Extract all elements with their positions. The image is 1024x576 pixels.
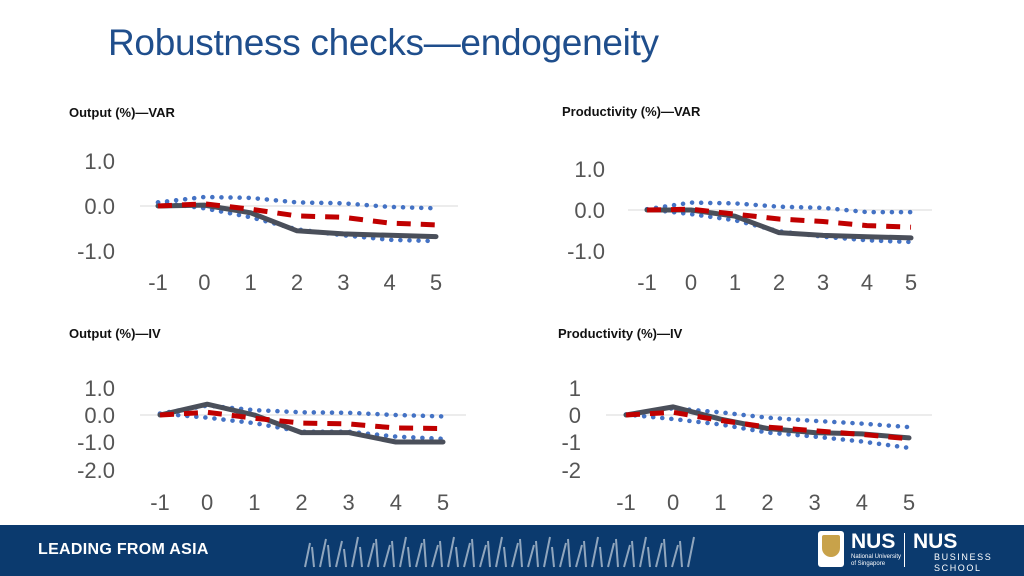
y-tick-label: -1.0 — [77, 239, 115, 264]
x-tick-label: 2 — [773, 270, 785, 295]
series-line-dashed-1 — [625, 409, 910, 442]
chart-title-output-iv: Output (%)—IV — [69, 326, 161, 341]
chart-1: 1.0 0.0 -1.0 -1 0 1 2 3 4 5 — [567, 157, 932, 295]
x-tick-label: 2 — [295, 490, 307, 515]
x-tick-label: 4 — [856, 490, 868, 515]
x-tick-label: 3 — [337, 270, 349, 295]
logo-separator — [904, 533, 905, 567]
x-tick-label: 5 — [430, 270, 442, 295]
x-tick-label: 5 — [437, 490, 449, 515]
x-tick-label: 5 — [903, 490, 915, 515]
page-title: Robustness checks—endogeneity — [108, 22, 659, 63]
x-tick-label: 4 — [390, 490, 402, 515]
x-tick-label: 1 — [729, 270, 741, 295]
y-tick-label: 0.0 — [84, 194, 115, 219]
x-tick-label: -1 — [150, 490, 170, 515]
x-tick-label: 5 — [905, 270, 917, 295]
x-tick-label: 4 — [861, 270, 873, 295]
x-tick-label: 1 — [714, 490, 726, 515]
x-tick-label: 2 — [761, 490, 773, 515]
series-line-solid-0 — [623, 404, 912, 441]
nus-logo-subtext-2: of Singapore — [851, 561, 886, 567]
series-line-dashed-1 — [646, 206, 912, 230]
x-tick-label: 0 — [201, 490, 213, 515]
x-tick-label: 3 — [343, 490, 355, 515]
nus-logo-text: NUS — [851, 530, 896, 553]
chart-2: 1.00.0-1.0 -2.0 -1 0 1 2 3 4 5 — [77, 376, 466, 515]
series-line-dotted-2 — [157, 403, 446, 419]
series-line-dotted-2 — [155, 194, 439, 211]
series-line-dotted-3 — [623, 412, 912, 451]
y-tick-label: 0.0 — [84, 403, 115, 428]
y-tick-label: -2.0 — [77, 458, 115, 483]
series-line-solid-0 — [644, 207, 914, 241]
x-tick-label: 1 — [245, 270, 257, 295]
y-tick-label: -2 — [561, 458, 581, 483]
y-tick-label: 0 — [569, 403, 581, 428]
series-line-dotted-3 — [644, 206, 914, 245]
x-tick-label: -1 — [616, 490, 636, 515]
charts-canvas: 1.00.0-1.0-1 0 1 2 3 4 51.00.0-1.0-1 0 1 2 3 4 51.00… — [77, 149, 932, 515]
series-line-dotted-2 — [623, 406, 912, 430]
decorative-pattern-icon — [304, 536, 695, 568]
nus-bs-line2: SCHOOL — [934, 563, 982, 573]
series-line-dotted-2 — [644, 200, 914, 215]
nus-bs-line1: BUSINESS — [934, 552, 993, 562]
series-line-solid-0 — [155, 202, 439, 240]
nus-bs-logo-text: NUS — [913, 530, 958, 553]
footer-bar: LEADING FROM ASIA NUS National Universit… — [0, 525, 1024, 576]
y-tick-label: 1 — [569, 376, 581, 401]
x-tick-label: 0 — [667, 490, 679, 515]
chart-title-productivity-var: Productivity (%)—VAR — [562, 104, 701, 119]
y-tick-label: 1.0 — [574, 157, 605, 182]
chart-title-output-var: Output (%)—VAR — [69, 105, 175, 120]
y-tick-label: 1.0 — [84, 149, 115, 174]
series-line-dotted-3 — [157, 411, 446, 442]
chart-3: 10-1-2-1 0 1 2 3 4 5 — [561, 376, 932, 515]
x-tick-label: 0 — [198, 270, 210, 295]
chart-title-productivity-iv: Productivity (%)—IV — [558, 326, 683, 341]
chart-0: 1.0 0.0 -1.0 -1 0 1 2 3 4 5 — [77, 149, 458, 295]
nus-logo-subtext-1: National University — [851, 554, 902, 560]
x-tick-label: 3 — [809, 490, 821, 515]
y-tick-label: 0.0 — [574, 198, 605, 223]
series-line-solid-0 — [157, 401, 446, 445]
x-tick-label: -1 — [637, 270, 657, 295]
x-tick-label: -1 — [148, 270, 168, 295]
series-line-dotted-3 — [155, 200, 439, 244]
x-tick-label: 4 — [384, 270, 396, 295]
y-tick-label: -1.0 — [567, 239, 605, 264]
x-tick-label: 2 — [291, 270, 303, 295]
x-tick-label: 0 — [685, 270, 697, 295]
nus-crest-icon — [818, 531, 844, 567]
y-tick-label: -1.0 — [77, 430, 115, 455]
x-tick-label: 1 — [248, 490, 260, 515]
x-tick-label: 3 — [817, 270, 829, 295]
y-tick-label: -1 — [561, 430, 581, 455]
footer-slogan: LEADING FROM ASIA — [38, 541, 209, 558]
y-tick-label: 1.0 — [84, 376, 115, 401]
